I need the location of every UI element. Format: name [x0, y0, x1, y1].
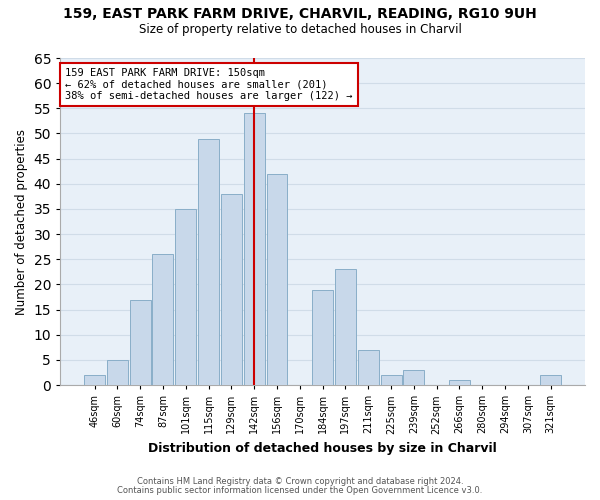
Bar [84, 375, 105, 385]
Bar [540, 375, 561, 385]
Text: 159, EAST PARK FARM DRIVE, CHARVIL, READING, RG10 9UH: 159, EAST PARK FARM DRIVE, CHARVIL, READ… [63, 8, 537, 22]
Bar [403, 370, 424, 385]
Bar [358, 350, 379, 385]
Bar [198, 138, 219, 385]
Bar [152, 254, 173, 385]
Bar [175, 209, 196, 385]
Bar [380, 375, 401, 385]
Text: Contains HM Land Registry data © Crown copyright and database right 2024.: Contains HM Land Registry data © Crown c… [137, 477, 463, 486]
Text: Contains public sector information licensed under the Open Government Licence v3: Contains public sector information licen… [118, 486, 482, 495]
Y-axis label: Number of detached properties: Number of detached properties [15, 128, 28, 314]
Text: 159 EAST PARK FARM DRIVE: 150sqm
← 62% of detached houses are smaller (201)
38% : 159 EAST PARK FARM DRIVE: 150sqm ← 62% o… [65, 68, 353, 101]
Bar [107, 360, 128, 385]
X-axis label: Distribution of detached houses by size in Charvil: Distribution of detached houses by size … [148, 442, 497, 455]
Bar [130, 300, 151, 385]
Text: Size of property relative to detached houses in Charvil: Size of property relative to detached ho… [139, 22, 461, 36]
Bar [244, 114, 265, 385]
Bar [312, 290, 333, 385]
Bar [266, 174, 287, 385]
Bar [335, 270, 356, 385]
Bar [449, 380, 470, 385]
Bar [221, 194, 242, 385]
